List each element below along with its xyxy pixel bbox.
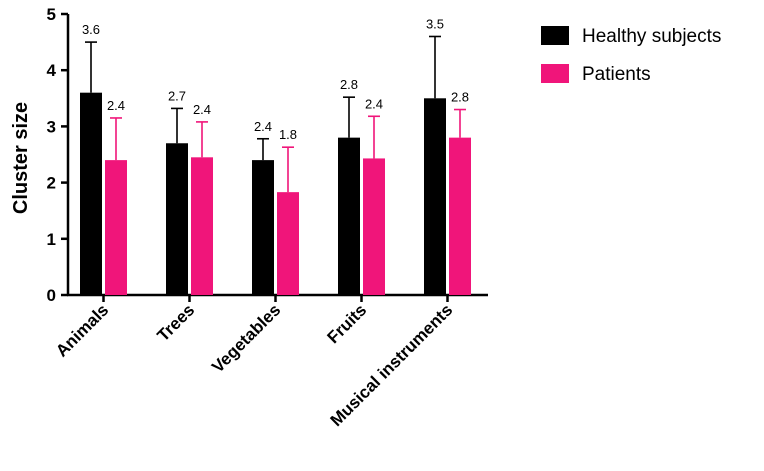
bar [338,137,360,295]
bar [80,92,102,296]
y-tick-label: 5 [47,5,56,24]
y-tick-label: 2 [47,174,56,193]
data-label: 2.8 [340,77,358,92]
data-label: 2.4 [193,102,211,117]
legend-label: Healthy subjects [582,26,721,47]
bar [424,98,446,295]
data-label: 2.4 [365,96,383,111]
bar [191,157,213,295]
legend: Healthy subjects Patients [541,26,721,85]
y-tick-label: 4 [47,61,57,80]
legend-label: Patients [582,64,651,85]
legend-swatch [541,64,569,83]
data-label: 3.5 [426,16,444,31]
data-label: 2.4 [254,119,272,134]
bar [277,192,299,295]
category-label: Trees [153,300,198,345]
y-tick-label: 0 [47,286,56,305]
category-label: Vegetables [208,300,284,376]
bar [166,143,188,295]
bar [363,158,385,295]
category-label: Animals [52,300,112,360]
axes: 0 1 2 3 4 5 [47,5,488,305]
data-label: 2.4 [107,98,125,113]
bar [449,137,471,295]
bar [105,160,127,295]
y-tick-label: 1 [47,230,56,249]
bars [80,35,471,296]
data-label: 1.8 [279,127,297,142]
data-label: 2.8 [451,90,469,105]
bar [252,160,274,295]
category-label: Fruits [323,300,370,347]
y-tick-label: 3 [47,117,56,136]
data-label: 2.7 [168,88,186,103]
legend-swatch [541,26,569,45]
data-label: 3.6 [82,22,100,37]
y-axis-title: Cluster size [10,102,32,214]
